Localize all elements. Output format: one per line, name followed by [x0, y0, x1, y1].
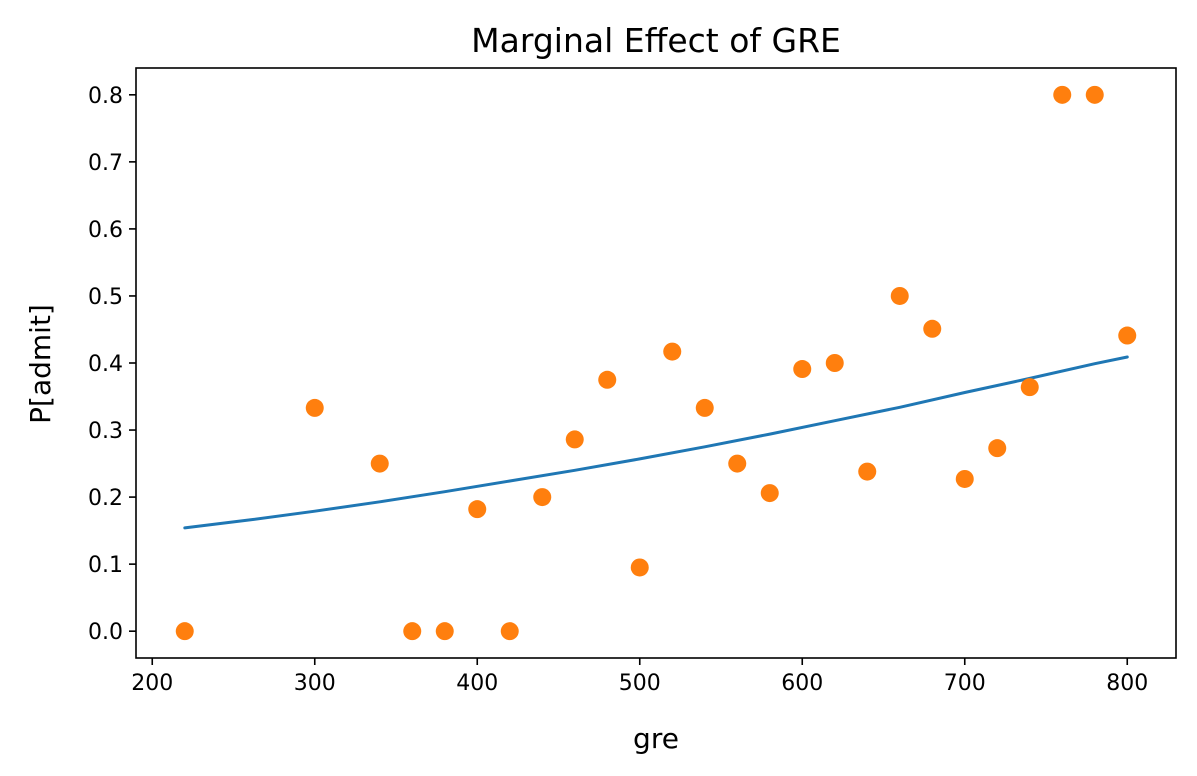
observed-admit-rate-point: [955, 469, 974, 488]
observed-admit-rate-point: [923, 319, 942, 338]
observed-admit-rate-point: [988, 439, 1007, 458]
observed-admit-rate-point: [858, 462, 877, 481]
observed-admit-rate-point: [1118, 326, 1137, 345]
y-tick-label: 0.4: [88, 352, 123, 377]
observed-admit-rate-point: [630, 558, 649, 577]
x-tick-label: 700: [944, 671, 986, 696]
x-tick-label: 500: [619, 671, 661, 696]
observed-admit-rate-point: [468, 500, 487, 519]
observed-admit-rate-point: [695, 398, 714, 417]
axes-frame: [135, 67, 1177, 659]
y-tick-label: 0.1: [88, 553, 123, 578]
x-tick-label: 800: [1106, 671, 1148, 696]
observed-admit-rate-point: [825, 354, 844, 372]
x-tick-label: 600: [781, 671, 823, 696]
chart-title: Marginal Effect of GRE: [471, 21, 841, 60]
observed-admit-rate-point: [565, 430, 584, 449]
y-tick-label: 0.7: [88, 151, 123, 176]
observed-admit-rate-point: [1053, 85, 1072, 104]
observed-admit-rate-point: [435, 622, 454, 641]
y-tick-label: 0.3: [88, 419, 123, 444]
observed-admit-rate-point: [728, 454, 747, 473]
x-axis-ticks: 200 300 400 500 600 700 800: [131, 658, 1148, 696]
observed-admit-rate-point: [500, 622, 519, 641]
observed-admit-rate-point: [370, 454, 389, 473]
y-axis-label: P[admit]: [24, 304, 57, 424]
observed-admit-rate-point: [890, 286, 909, 305]
y-axis-ticks: 0.0 0.1 0.2 0.3 0.4 0.5 0.6 0.7 0.8: [88, 84, 136, 645]
x-tick-label: 300: [294, 671, 336, 696]
y-tick-label: 0.2: [88, 486, 123, 511]
x-tick-label: 200: [131, 671, 173, 696]
plot-area: [175, 85, 1137, 641]
observed-admit-rate-point: [305, 398, 324, 417]
observed-admit-rate-point: [793, 360, 812, 379]
y-tick-label: 0.8: [88, 84, 123, 109]
observed-admit-rate-point: [1085, 85, 1104, 104]
x-axis-label: gre: [633, 722, 679, 755]
y-tick-label: 0.5: [88, 285, 123, 310]
observed-admit-rate-point: [175, 622, 194, 641]
observed-admit-rate-point: [403, 622, 422, 641]
y-tick-label: 0.0: [88, 620, 123, 645]
observed-admit-rate-point: [760, 484, 779, 503]
observed-admit-rate-point: [663, 342, 682, 361]
observed-admit-rate-point: [533, 488, 552, 507]
y-tick-label: 0.6: [88, 218, 123, 243]
observed-admit-rate-point: [598, 370, 617, 389]
x-tick-label: 400: [456, 671, 498, 696]
fitted-probability-line: [183, 355, 1129, 530]
observed-admit-rate-point: [1020, 378, 1039, 397]
